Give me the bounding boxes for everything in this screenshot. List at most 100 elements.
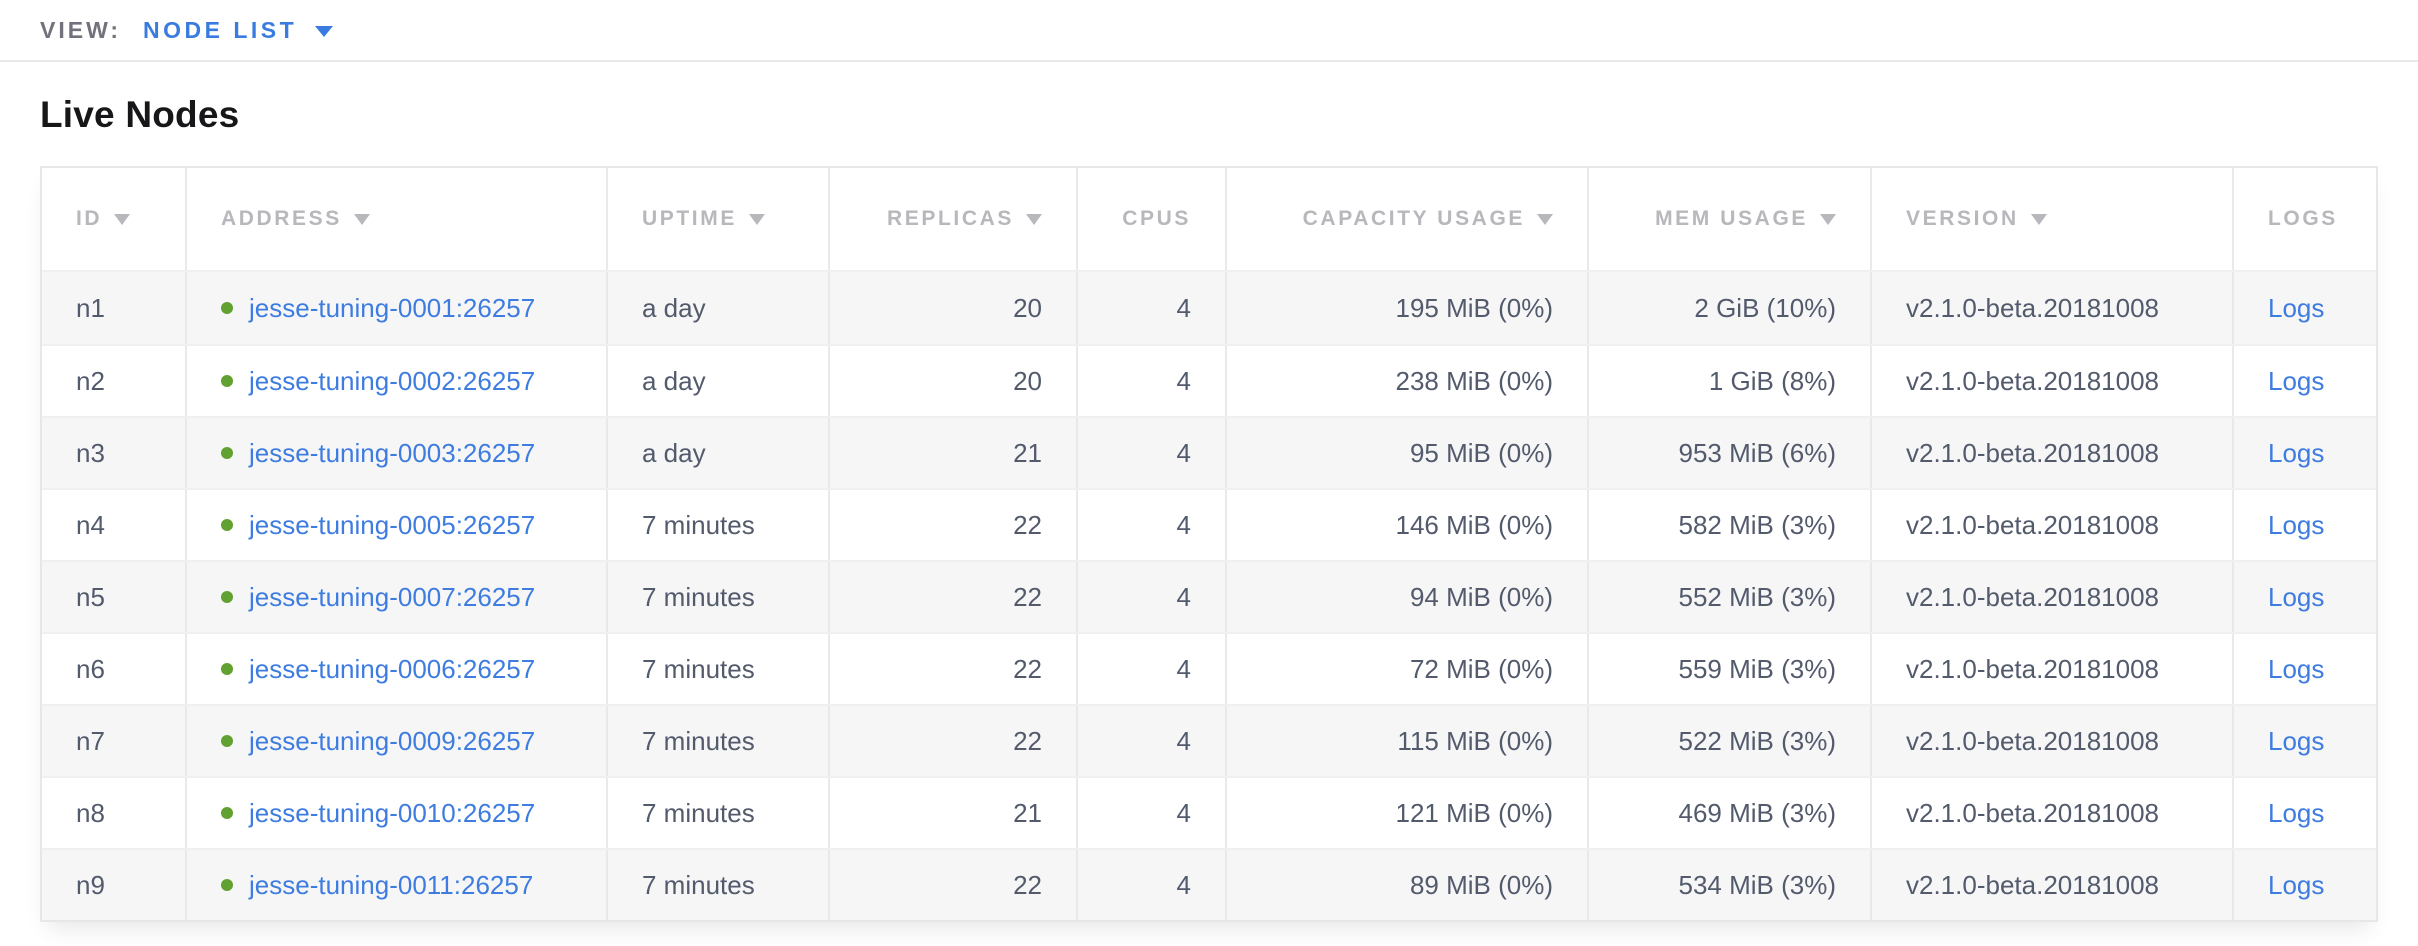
cell-cpus: 4	[1076, 850, 1225, 920]
cell-capacity: 238 MiB (0%)	[1225, 346, 1587, 416]
cell-value: 238 MiB (0%)	[1395, 365, 1554, 396]
address-link[interactable]: jesse-tuning-0010:26257	[249, 797, 536, 828]
address-link[interactable]: jesse-tuning-0005:26257	[249, 509, 536, 540]
column-header-logs: LOGS	[2232, 168, 2376, 270]
cell-value: 72 MiB (0%)	[1409, 653, 1553, 684]
logs-link[interactable]: Logs	[2268, 869, 2325, 900]
table-row: n1 jesse-tuning-0001:26257 a day 20 4 195 MiB…	[42, 272, 2376, 344]
cell-value: n9	[76, 869, 105, 900]
page-title: Live Nodes	[40, 94, 240, 135]
cell-value: 7 minutes	[642, 581, 755, 612]
cell-address: jesse-tuning-0005:26257	[185, 490, 606, 560]
cell-value: 94 MiB (0%)	[1409, 581, 1553, 612]
table-header-row: ID ADDRESS UPTIME REPLICAS CPUS CAPACITY USAG…	[42, 168, 2376, 272]
cell-value: n2	[76, 365, 105, 396]
column-header-version[interactable]: VERSION	[1870, 168, 2232, 270]
cell-version: v2.1.0-beta.20181008	[1870, 418, 2232, 488]
cell-cpus: 4	[1076, 272, 1225, 344]
cell-value: 7 minutes	[642, 653, 755, 684]
view-selector[interactable]: NODE LIST	[143, 17, 334, 44]
cell-replicas: 22	[828, 562, 1076, 632]
cell-value: v2.1.0-beta.20181008	[1906, 869, 2159, 900]
cell-value: 559 MiB (3%)	[1678, 653, 1837, 684]
address-link[interactable]: jesse-tuning-0007:26257	[249, 581, 536, 612]
cell-mem: 582 MiB (3%)	[1587, 490, 1870, 560]
cell-mem: 534 MiB (3%)	[1587, 850, 1870, 920]
cell-uptime: a day	[606, 346, 828, 416]
cell-address: jesse-tuning-0007:26257	[185, 562, 606, 632]
cell-id: n3	[42, 418, 185, 488]
cell-id: n1	[42, 272, 185, 344]
column-header-label: VERSION	[1906, 207, 2019, 230]
column-header-id[interactable]: ID	[42, 168, 185, 270]
logs-link[interactable]: Logs	[2268, 797, 2325, 828]
logs-link[interactable]: Logs	[2268, 653, 2325, 684]
logs-link[interactable]: Logs	[2268, 437, 2325, 468]
cell-logs: Logs	[2232, 346, 2376, 416]
column-header-capacity[interactable]: CAPACITY USAGE	[1225, 168, 1587, 270]
address-link[interactable]: jesse-tuning-0001:26257	[249, 292, 536, 323]
cell-uptime: 7 minutes	[606, 562, 828, 632]
cell-version: v2.1.0-beta.20181008	[1870, 490, 2232, 560]
cell-value: 22	[1013, 581, 1042, 612]
logs-link[interactable]: Logs	[2268, 509, 2325, 540]
cell-mem: 559 MiB (3%)	[1587, 634, 1870, 704]
sort-arrow-icon	[1820, 213, 1836, 225]
cell-logs: Logs	[2232, 562, 2376, 632]
cell-value: 95 MiB (0%)	[1409, 437, 1553, 468]
node-status-dot-icon	[221, 735, 233, 747]
cell-value: n6	[76, 653, 105, 684]
cell-uptime: 7 minutes	[606, 706, 828, 776]
logs-link[interactable]: Logs	[2268, 581, 2325, 612]
node-status-dot-icon	[221, 302, 233, 314]
cell-logs: Logs	[2232, 418, 2376, 488]
cell-address: jesse-tuning-0002:26257	[185, 346, 606, 416]
table-row: n3 jesse-tuning-0003:26257 a day 21 4 95 MiB …	[42, 416, 2376, 488]
cell-id: n2	[42, 346, 185, 416]
column-header-label: LOGS	[2268, 207, 2338, 230]
logs-link[interactable]: Logs	[2268, 365, 2325, 396]
cell-value: n4	[76, 509, 105, 540]
cell-value: 953 MiB (6%)	[1678, 437, 1837, 468]
column-header-replicas[interactable]: REPLICAS	[828, 168, 1076, 270]
cell-value: 582 MiB (3%)	[1678, 509, 1837, 540]
table-row: n6 jesse-tuning-0006:26257 7 minutes 22 4 72 …	[42, 632, 2376, 704]
cell-value: v2.1.0-beta.20181008	[1906, 437, 2159, 468]
column-header-address[interactable]: ADDRESS	[185, 168, 606, 270]
cell-version: v2.1.0-beta.20181008	[1870, 562, 2232, 632]
cell-cpus: 4	[1076, 418, 1225, 488]
address-link[interactable]: jesse-tuning-0002:26257	[249, 365, 536, 396]
cell-logs: Logs	[2232, 272, 2376, 344]
cell-value: v2.1.0-beta.20181008	[1906, 653, 2159, 684]
column-header-mem[interactable]: MEM USAGE	[1587, 168, 1870, 270]
address-link[interactable]: jesse-tuning-0006:26257	[249, 653, 536, 684]
cell-mem: 1 GiB (8%)	[1587, 346, 1870, 416]
cell-replicas: 21	[828, 418, 1076, 488]
node-status-dot-icon	[221, 879, 233, 891]
cell-value: 22	[1013, 869, 1042, 900]
address-link[interactable]: jesse-tuning-0011:26257	[249, 869, 534, 900]
cell-value: 21	[1013, 437, 1042, 468]
cell-address: jesse-tuning-0009:26257	[185, 706, 606, 776]
cell-address: jesse-tuning-0010:26257	[185, 778, 606, 848]
address-link[interactable]: jesse-tuning-0009:26257	[249, 725, 536, 756]
live-nodes-table: ID ADDRESS UPTIME REPLICAS CPUS CAPACITY USAG…	[40, 166, 2378, 922]
cell-mem: 469 MiB (3%)	[1587, 778, 1870, 848]
cell-capacity: 95 MiB (0%)	[1225, 418, 1587, 488]
node-status-dot-icon	[221, 375, 233, 387]
cell-mem: 552 MiB (3%)	[1587, 562, 1870, 632]
cell-version: v2.1.0-beta.20181008	[1870, 272, 2232, 344]
cell-value: v2.1.0-beta.20181008	[1906, 365, 2159, 396]
cell-id: n4	[42, 490, 185, 560]
column-header-label: MEM USAGE	[1655, 207, 1808, 230]
cell-value: 534 MiB (3%)	[1678, 869, 1837, 900]
column-header-uptime[interactable]: UPTIME	[606, 168, 828, 270]
address-link[interactable]: jesse-tuning-0003:26257	[249, 437, 536, 468]
logs-link[interactable]: Logs	[2268, 725, 2325, 756]
cell-cpus: 4	[1076, 634, 1225, 704]
cell-capacity: 146 MiB (0%)	[1225, 490, 1587, 560]
logs-link[interactable]: Logs	[2268, 292, 2325, 323]
cell-value: v2.1.0-beta.20181008	[1906, 509, 2159, 540]
table-row: n5 jesse-tuning-0007:26257 7 minutes 22 4 94 …	[42, 560, 2376, 632]
cell-cpus: 4	[1076, 778, 1225, 848]
